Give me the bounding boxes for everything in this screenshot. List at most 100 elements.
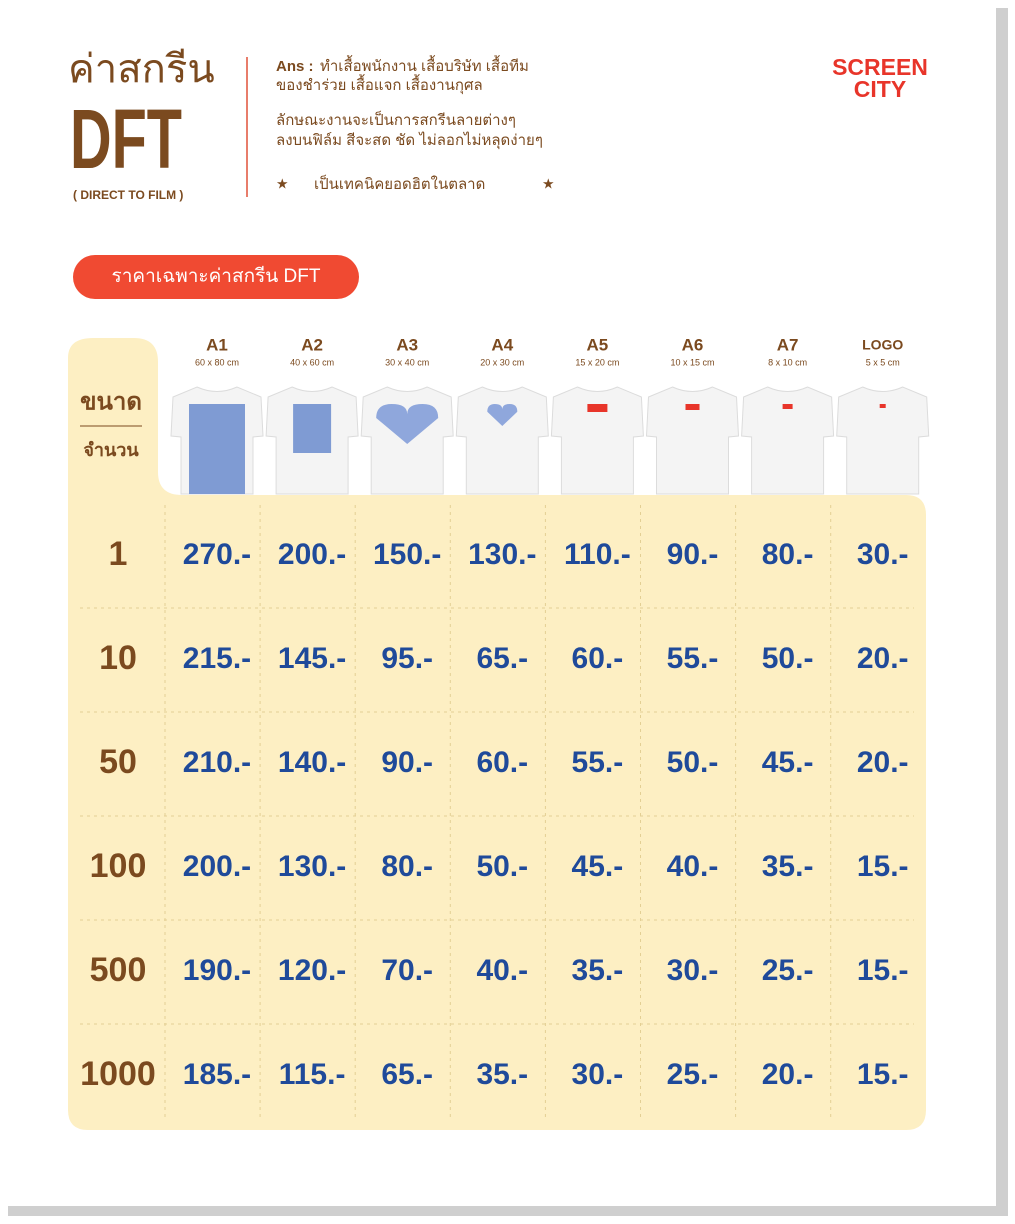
print-area xyxy=(685,404,700,410)
tshirt xyxy=(550,386,644,495)
desc-paragraph: ลักษณะงานจะเป็นการสกรีนลายต่างๆ xyxy=(276,110,516,129)
column-dims: 5 x 5 cm xyxy=(866,357,900,367)
price: 115.- xyxy=(279,1058,346,1091)
price: 45.- xyxy=(572,850,624,883)
price: 50.- xyxy=(476,850,528,883)
price: 110.- xyxy=(564,538,631,571)
quantity: 100 xyxy=(90,847,147,885)
price: 210.- xyxy=(183,746,251,779)
subtitle: DFT xyxy=(70,92,182,186)
price: 80.- xyxy=(762,538,814,571)
column-dims: 40 x 60 cm xyxy=(290,357,334,367)
price: 60.- xyxy=(572,642,624,675)
desc-line: ทำเสื้อพนักงาน เสื้อบริษัท เสื้อทีม xyxy=(320,55,529,75)
column-size: LOGO xyxy=(862,337,903,353)
price: 60.- xyxy=(476,746,528,779)
star: ★ xyxy=(276,176,289,192)
price: 15.- xyxy=(857,954,909,987)
price: 35.- xyxy=(572,954,624,987)
note: ( DIRECT TO FILM ) xyxy=(73,188,183,202)
title: ค่าสกรีน xyxy=(68,48,215,92)
price: 190.- xyxy=(183,954,251,987)
price: 35.- xyxy=(762,850,814,883)
quantity: 500 xyxy=(90,951,147,989)
column-size: A6 xyxy=(682,335,704,354)
column-dims: 20 x 30 cm xyxy=(480,357,524,367)
print-area xyxy=(376,404,439,444)
star: ★ xyxy=(542,176,555,192)
column-size: A3 xyxy=(396,335,418,354)
price: 15.- xyxy=(857,850,909,883)
print-area xyxy=(189,404,245,494)
quantity: 50 xyxy=(99,743,137,781)
price: 40.- xyxy=(476,954,528,987)
price: 20.- xyxy=(857,642,909,675)
column-size: A1 xyxy=(206,335,228,354)
quantity: 10 xyxy=(99,639,137,677)
price: 130.- xyxy=(278,850,346,883)
column-dims: 30 x 40 cm xyxy=(385,357,429,367)
quantity-header: จำนวน xyxy=(83,440,139,460)
print-area xyxy=(879,404,886,408)
price: 200.- xyxy=(183,850,251,883)
desc-label: Ans : xyxy=(276,58,314,75)
quantity: 1000 xyxy=(80,1055,156,1093)
tshirt xyxy=(645,386,740,495)
badge-text: ราคาเฉพาะค่าสกรีน DFT xyxy=(112,265,321,287)
price: 20.- xyxy=(857,746,909,779)
tshirt xyxy=(455,386,549,495)
price: 25.- xyxy=(667,1058,719,1091)
price: 30.- xyxy=(857,538,909,571)
price: 145.- xyxy=(278,642,346,675)
price: 45.- xyxy=(762,746,814,779)
tshirt xyxy=(741,386,835,495)
tshirt xyxy=(836,386,930,495)
price: 80.- xyxy=(381,850,433,883)
desc-paragraph: ลงบนฟิล์ม สีจะสด ชัด ไม่ลอกไม่หลุดง่ายๆ xyxy=(276,131,543,150)
print-area xyxy=(782,404,793,409)
price: 90.- xyxy=(667,538,719,571)
price: 25.- xyxy=(762,954,814,987)
price: 35.- xyxy=(476,1058,528,1091)
price: 50.- xyxy=(667,746,719,779)
price: 215.- xyxy=(183,642,251,675)
price: 130.- xyxy=(468,538,536,571)
badge xyxy=(73,255,359,299)
table-bg xyxy=(68,338,926,1130)
price: 65.- xyxy=(381,1058,433,1091)
column-size: A7 xyxy=(777,335,799,354)
column-size: A4 xyxy=(491,335,513,354)
logo-text: CITY xyxy=(854,76,906,102)
quantity: 1 xyxy=(109,535,128,573)
desc-line: ของชำร่วย เสื้อแจก เสื้องานกุศล xyxy=(276,74,483,95)
price: 70.- xyxy=(381,954,433,987)
price: 55.- xyxy=(667,642,719,675)
price: 95.- xyxy=(381,642,433,675)
column-size: A2 xyxy=(301,335,323,354)
column-dims: 8 x 10 cm xyxy=(768,357,807,367)
price: 200.- xyxy=(278,538,346,571)
price: 90.- xyxy=(381,746,433,779)
price: 50.- xyxy=(762,642,814,675)
column-dims: 60 x 80 cm xyxy=(195,357,239,367)
price: 150.- xyxy=(373,538,441,571)
price: 15.- xyxy=(857,1058,909,1091)
price: 40.- xyxy=(667,850,719,883)
price: 120.- xyxy=(278,954,346,987)
price: 185.- xyxy=(183,1058,251,1091)
column-dims: 10 x 15 cm xyxy=(670,357,714,367)
logo-text: SCREEN xyxy=(832,54,928,80)
column-dims: 15 x 20 cm xyxy=(575,357,619,367)
price: 140.- xyxy=(278,746,346,779)
print-area xyxy=(587,404,608,412)
price: 55.- xyxy=(572,746,624,779)
size-header: ขนาด xyxy=(80,388,142,415)
logo: SCREEN CITY xyxy=(832,54,929,103)
column-size: A5 xyxy=(587,335,609,354)
price: 65.- xyxy=(476,642,528,675)
highlight: เป็นเทคนิคยอดฮิตในตลาด xyxy=(314,174,485,193)
price: 270.- xyxy=(183,538,251,571)
print-area xyxy=(487,404,518,426)
